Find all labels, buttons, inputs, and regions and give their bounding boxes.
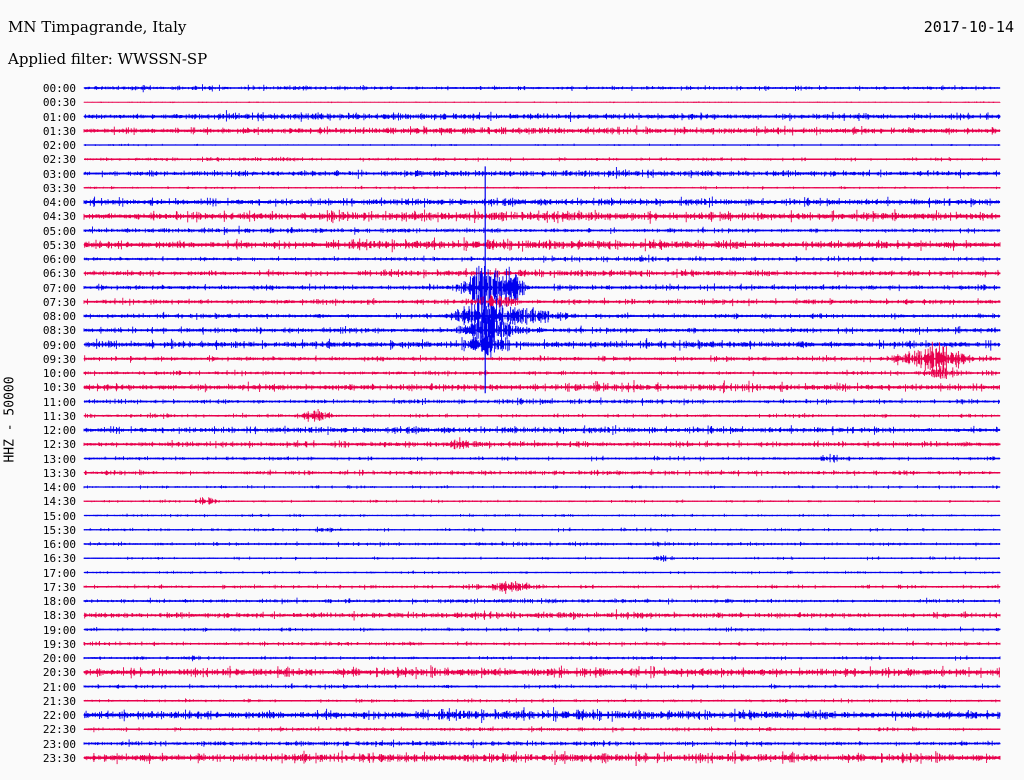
row-time-label: 18:30 xyxy=(42,609,76,623)
row-time-label: 12:00 xyxy=(42,424,76,437)
row-time-label: 04:30 xyxy=(42,210,76,224)
row-time-label: 22:30 xyxy=(42,723,76,737)
trace-waveform xyxy=(83,312,1001,345)
row-time-label: 07:30 xyxy=(42,295,76,309)
row-time-label: 10:30 xyxy=(42,381,76,395)
trace-waveform xyxy=(83,555,1001,562)
trace-waveform xyxy=(83,294,1001,337)
trace-waveform xyxy=(83,640,1001,647)
row-time-label: 14:00 xyxy=(42,481,76,494)
trace-waveform xyxy=(83,294,1001,309)
row-time-label: 17:30 xyxy=(42,580,76,594)
trace-waveform xyxy=(83,453,1001,463)
row-time-label: 01:30 xyxy=(42,124,76,138)
trace-waveform xyxy=(83,526,1001,533)
trace-waveform xyxy=(83,626,1001,633)
row-time-label: 09:30 xyxy=(42,352,76,366)
date-label: 2017-10-14 xyxy=(923,18,1014,36)
row-time-label: 17:00 xyxy=(42,566,76,580)
trace-waveform xyxy=(83,655,1001,662)
row-time-label: 03:30 xyxy=(42,181,76,195)
filter-label: Applied filter: WWSSN-SP xyxy=(8,50,208,68)
row-time-label: 00:00 xyxy=(42,82,76,95)
trace-waveform xyxy=(83,597,1001,605)
trace-waveform xyxy=(83,185,1001,190)
row-time-label: 04:00 xyxy=(42,196,76,209)
row-time-label: 05:30 xyxy=(42,238,76,252)
page-title: MN Timpagrande, Italy xyxy=(8,18,187,36)
row-time-label: 19:30 xyxy=(42,637,76,651)
trace-waveform xyxy=(83,683,1001,690)
row-time-label: 14:30 xyxy=(42,495,76,509)
row-time-label: 20:30 xyxy=(42,666,76,680)
row-time-label: 06:30 xyxy=(42,267,76,281)
trace-waveform xyxy=(83,380,1001,394)
row-time-label: 10:00 xyxy=(42,367,76,380)
row-time-label: 21:00 xyxy=(42,680,76,694)
trace-waveform xyxy=(83,570,1001,575)
row-time-label: 22:00 xyxy=(42,709,76,722)
trace-waveform xyxy=(83,485,1001,490)
trace-waveform xyxy=(83,707,1001,723)
row-time-label: 15:30 xyxy=(42,523,76,537)
row-time-label: 18:00 xyxy=(42,595,76,608)
row-time-label: 12:30 xyxy=(42,438,76,452)
row-time-label: 02:30 xyxy=(42,153,76,167)
trace-waveform xyxy=(83,437,1001,450)
trace-waveform xyxy=(83,425,1001,436)
trace-waveform xyxy=(83,225,1001,235)
row-time-label: 05:00 xyxy=(42,224,76,238)
trace-waveform xyxy=(83,330,1001,358)
trace-waveform xyxy=(83,665,1001,680)
trace-waveform xyxy=(83,265,1001,311)
row-time-label: 09:00 xyxy=(42,338,76,352)
trace-waveform xyxy=(83,84,1001,93)
row-time-label: 11:30 xyxy=(42,409,76,423)
row-time-label: 06:00 xyxy=(42,253,76,266)
trace-waveform xyxy=(83,698,1001,704)
trace-waveform xyxy=(83,609,1001,621)
trace-waveform xyxy=(83,237,1001,253)
trace-waveform xyxy=(83,156,1001,162)
trace-waveform xyxy=(83,167,1001,179)
row-time-label: 16:00 xyxy=(42,538,76,551)
row-time-label: 15:00 xyxy=(42,509,76,523)
row-time-label: 03:00 xyxy=(42,167,76,181)
trace-waveform xyxy=(83,101,1001,104)
row-time-label: 01:00 xyxy=(42,110,76,124)
row-time-label: 20:00 xyxy=(42,652,76,665)
row-time-label: 23:00 xyxy=(42,737,76,751)
row-time-label: 23:30 xyxy=(42,751,76,765)
trace-waveform xyxy=(83,469,1001,477)
row-time-label: 08:30 xyxy=(42,324,76,338)
row-time-label: 13:00 xyxy=(42,452,76,466)
trace-waveform xyxy=(83,541,1001,547)
trace-waveform xyxy=(83,497,1001,505)
trace-waveform xyxy=(83,581,1001,594)
trace-waveform xyxy=(83,208,1001,224)
trace-waveform xyxy=(83,341,1001,373)
trace-waveform xyxy=(83,409,1001,422)
row-time-label: 07:00 xyxy=(42,281,76,295)
trace-waveform xyxy=(83,268,1001,279)
row-time-label: 21:30 xyxy=(42,694,76,708)
row-time-label: 13:30 xyxy=(42,466,76,480)
row-time-label: 02:00 xyxy=(42,139,76,152)
trace-waveform xyxy=(83,513,1001,518)
trace-waveform xyxy=(83,196,1001,208)
trace-waveform xyxy=(83,397,1000,406)
trace-waveform xyxy=(83,366,1001,379)
trace-waveform xyxy=(83,254,1001,263)
row-time-label: 11:00 xyxy=(42,395,76,409)
row-time-label: 19:00 xyxy=(42,623,76,637)
trace-waveform xyxy=(83,726,1001,733)
trace-waveform xyxy=(83,125,1001,136)
trace-waveform xyxy=(83,143,1001,147)
trace-waveform xyxy=(83,750,1001,766)
row-time-label: 16:30 xyxy=(42,552,76,566)
row-time-label: 08:00 xyxy=(42,310,76,323)
row-time-label: 00:30 xyxy=(42,96,76,110)
